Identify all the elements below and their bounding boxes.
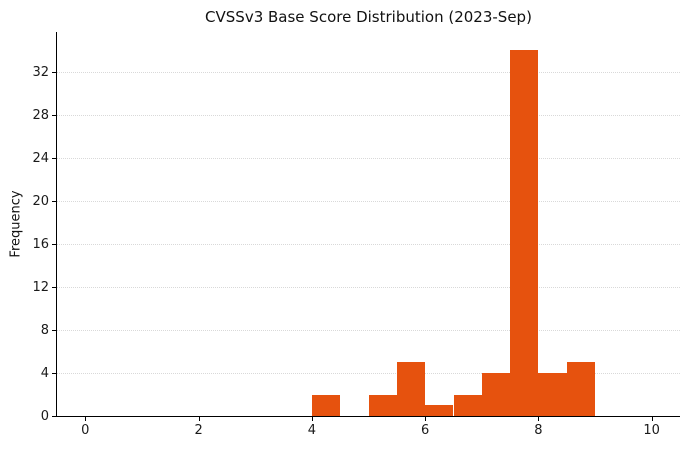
- x-tick-label: 2: [194, 423, 203, 438]
- y-tick-label: 12: [32, 279, 49, 295]
- x-tick-mark: [425, 417, 427, 421]
- y-tick-label: 20: [32, 193, 49, 209]
- histogram-bar: [396, 362, 426, 416]
- y-tick-label: 16: [32, 236, 49, 252]
- x-tick-label: 6: [420, 423, 430, 438]
- x-axis-spine: [56, 416, 680, 417]
- y-tick-mark: [52, 71, 56, 73]
- y-axis-spine: [56, 32, 57, 417]
- gridline: [57, 329, 680, 331]
- x-tick-label: 10: [643, 423, 660, 438]
- histogram-bar: [538, 373, 567, 416]
- y-tick-label: 8: [40, 322, 49, 338]
- x-tick-mark: [311, 417, 313, 421]
- x-tick-label: 4: [307, 423, 317, 438]
- histogram-bar: [510, 50, 539, 416]
- histogram-bar: [311, 394, 341, 416]
- y-tick-mark: [52, 286, 56, 288]
- gridline: [57, 286, 680, 288]
- plot-area: 0 4 8 12 16 20 24 28 32 0 2 4 6 8 10: [32, 32, 680, 437]
- histogram-bar: [566, 362, 595, 416]
- gridline: [57, 71, 680, 73]
- x-tick-label: 0: [81, 423, 90, 438]
- y-tick-mark: [52, 329, 56, 331]
- y-tick-label: 24: [32, 150, 49, 166]
- y-tick-mark: [52, 243, 56, 245]
- y-tick-label: 28: [32, 107, 49, 123]
- x-tick-label: 8: [534, 423, 543, 438]
- histogram-bar: [425, 405, 454, 416]
- gridline: [57, 200, 680, 202]
- gridline: [57, 243, 680, 245]
- gridline: [57, 373, 680, 374]
- x-tick-mark: [198, 417, 200, 421]
- gridline: [57, 114, 680, 116]
- y-tick-mark: [52, 200, 56, 202]
- y-tick-mark: [52, 416, 56, 417]
- y-tick-label: 4: [40, 366, 49, 381]
- histogram-bar: [368, 394, 397, 416]
- x-tick-mark: [538, 417, 540, 421]
- histogram-bar: [481, 373, 511, 416]
- histogram-bar: [453, 394, 482, 416]
- y-tick-mark: [52, 373, 56, 374]
- y-tick-mark: [52, 114, 56, 116]
- x-tick-mark: [85, 417, 87, 421]
- x-tick-mark: [651, 417, 653, 421]
- y-tick-label: 0: [40, 409, 49, 424]
- y-tick-mark: [52, 157, 56, 159]
- gridline: [57, 157, 680, 159]
- chart-title: CVSSv3 Base Score Distribution (2023-Sep…: [205, 8, 532, 26]
- y-tick-label: 32: [32, 64, 49, 80]
